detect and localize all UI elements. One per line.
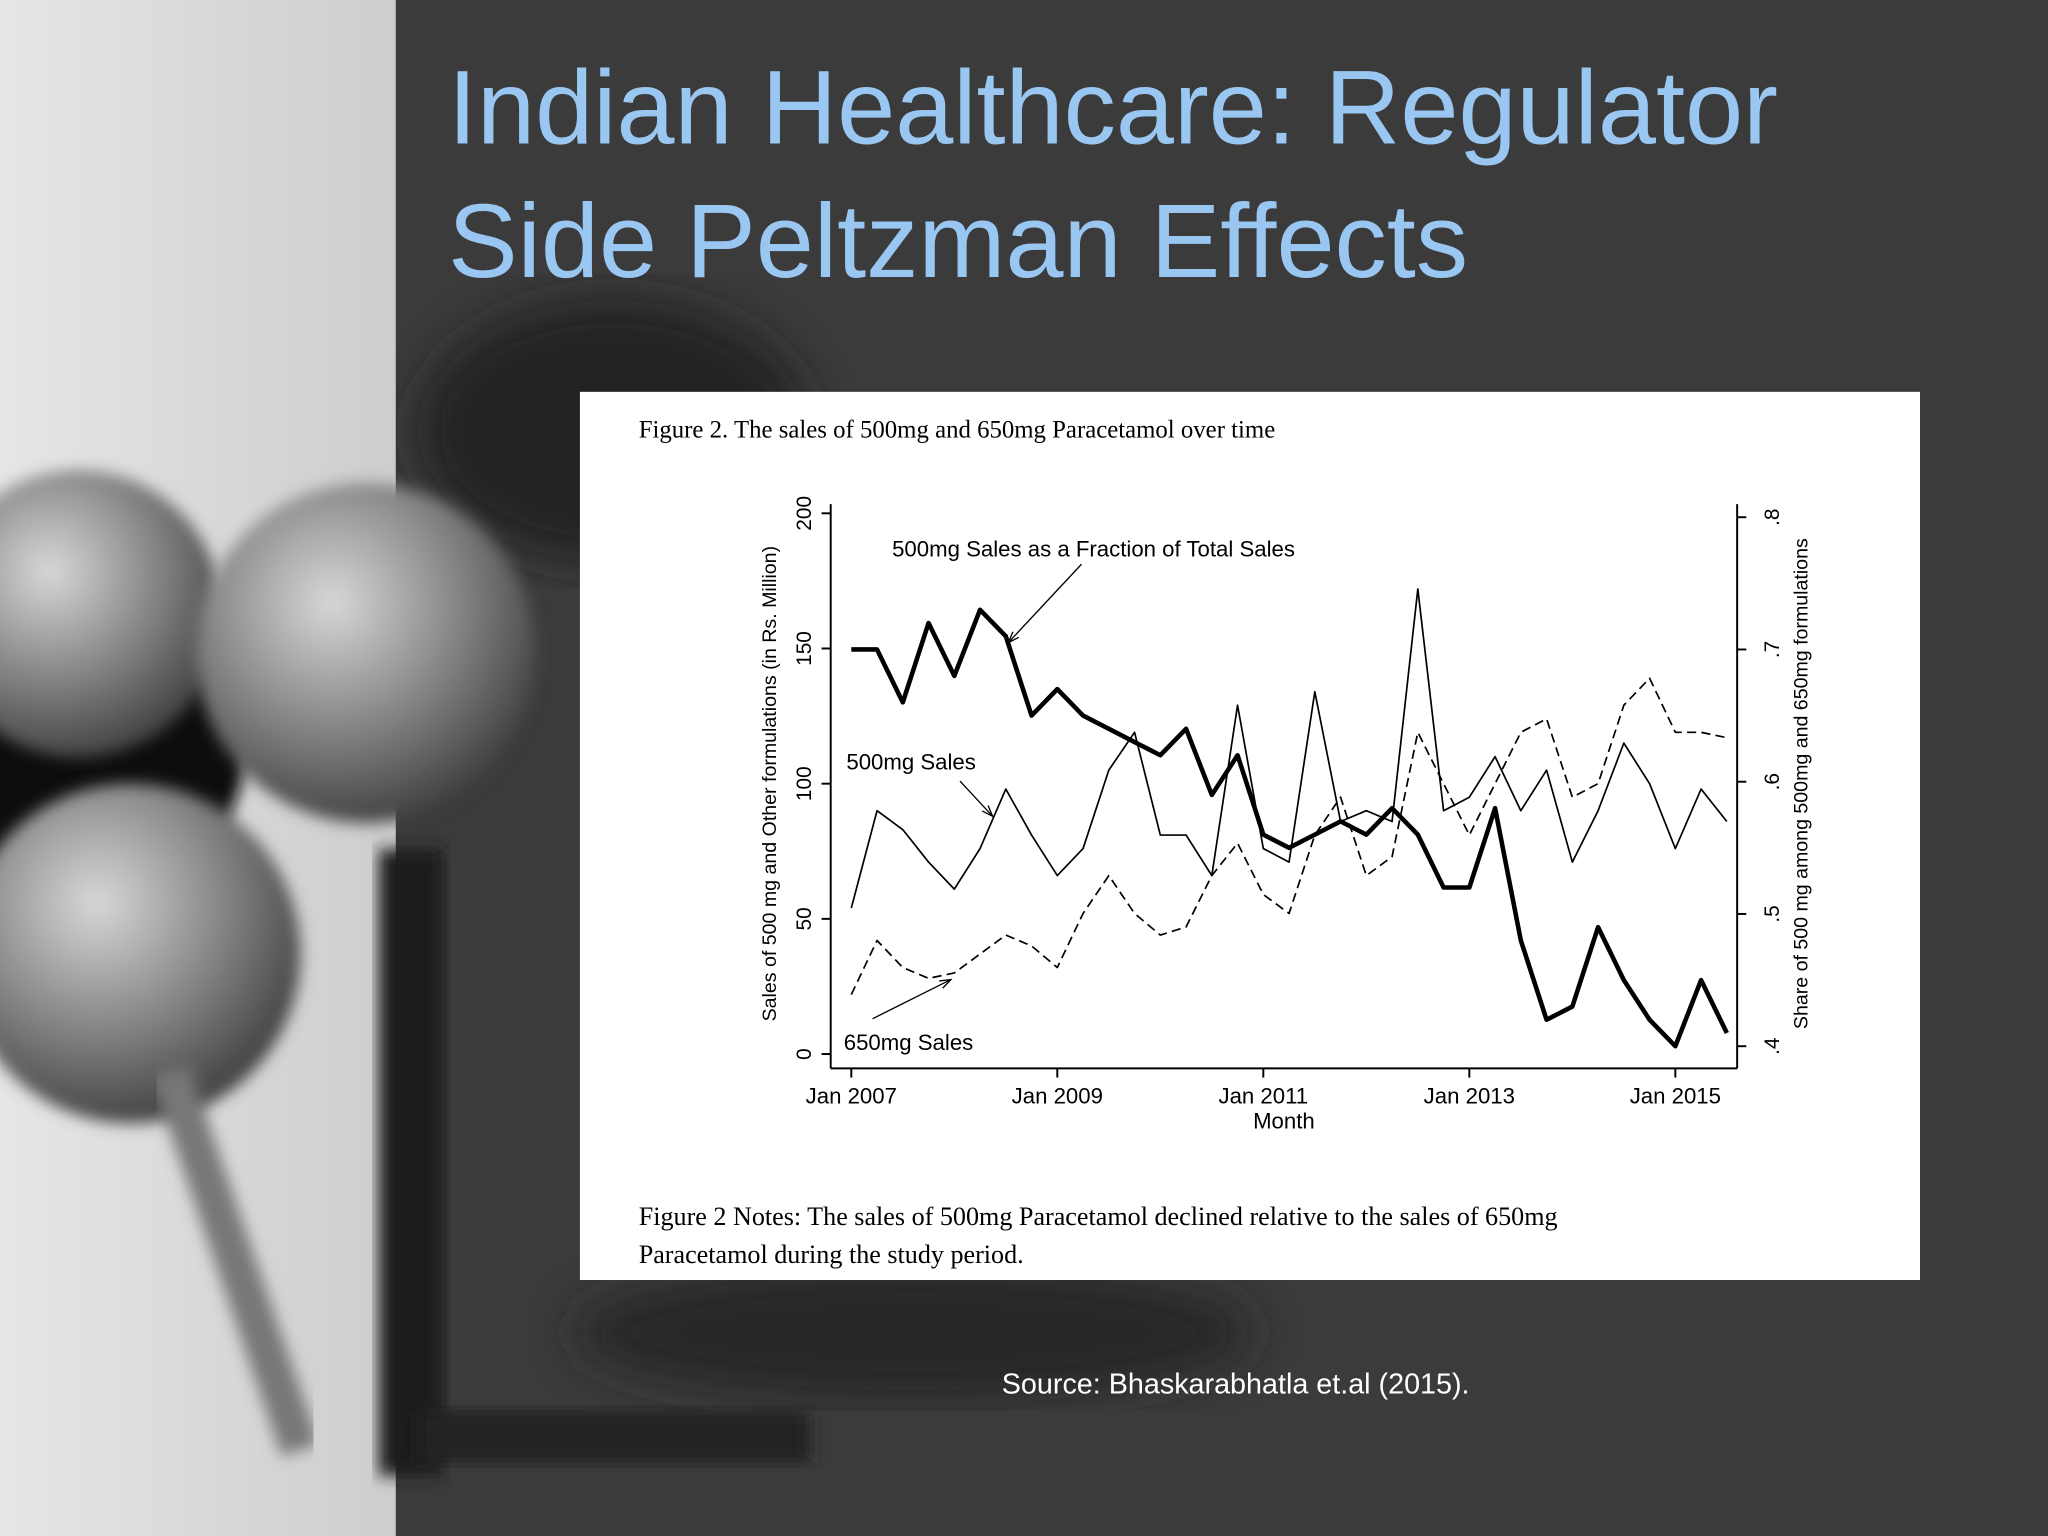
annotation-arrowhead bbox=[939, 978, 953, 989]
x-tick-label: Jan 2015 bbox=[1630, 1084, 1721, 1109]
x-tick-label: Jan 2011 bbox=[1218, 1084, 1308, 1109]
annotation-arrow bbox=[959, 780, 994, 817]
decor-photo bbox=[0, 0, 1254, 1536]
y2-tick-label: .6 bbox=[1761, 773, 1784, 790]
series-line bbox=[850, 677, 1728, 995]
y2-tick-label: .7 bbox=[1761, 641, 1784, 658]
x-tick-label: Jan 2007 bbox=[806, 1084, 897, 1109]
series-line bbox=[850, 588, 1728, 909]
annotation-arrowhead bbox=[981, 805, 994, 818]
figure-title: Figure 2. The sales of 500mg and 650mg P… bbox=[639, 417, 1276, 444]
x-axis-label: Month bbox=[1253, 1108, 1315, 1133]
y-tick-label: 0 bbox=[793, 1048, 816, 1060]
figure-notes: Paracetamol during the study period. bbox=[639, 1240, 1024, 1269]
y-tick-label: 100 bbox=[793, 766, 816, 801]
series-annotation: 500mg Sales as a Fraction of Total Sales bbox=[892, 536, 1295, 561]
x-tick-label: Jan 2009 bbox=[1012, 1084, 1103, 1109]
figure-notes: Figure 2 Notes: The sales of 500mg Parac… bbox=[639, 1202, 1558, 1231]
y-axis-label: Sales of 500 mg and Other formulations (… bbox=[759, 546, 781, 1022]
series-line bbox=[851, 607, 1729, 1049]
slide-title: Side Peltzman Effects bbox=[448, 183, 1468, 300]
slide-title: Indian Healthcare: Regulator bbox=[448, 50, 1778, 167]
annotation-arrow bbox=[872, 979, 952, 1020]
series-annotation: 650mg Sales bbox=[844, 1030, 974, 1055]
y-tick-label: 200 bbox=[793, 496, 816, 531]
y-tick-label: 150 bbox=[793, 631, 816, 666]
series-annotation: 500mg Sales bbox=[846, 749, 976, 774]
annotation-arrow bbox=[1007, 563, 1082, 644]
y2-tick-label: .8 bbox=[1761, 509, 1784, 526]
y-tick-label: 50 bbox=[793, 907, 816, 930]
figure-panel bbox=[579, 391, 1920, 1280]
y2-axis-label: Share of 500 mg among 500mg and 650mg fo… bbox=[1791, 538, 1813, 1029]
y2-tick-label: .4 bbox=[1761, 1037, 1784, 1054]
x-tick-label: Jan 2013 bbox=[1424, 1084, 1515, 1109]
annotation-arrowhead bbox=[1007, 631, 1020, 645]
y2-tick-label: .5 bbox=[1761, 905, 1784, 922]
source-note: Source: Bhaskarabhatla et.al (2015). bbox=[1002, 1369, 1470, 1401]
